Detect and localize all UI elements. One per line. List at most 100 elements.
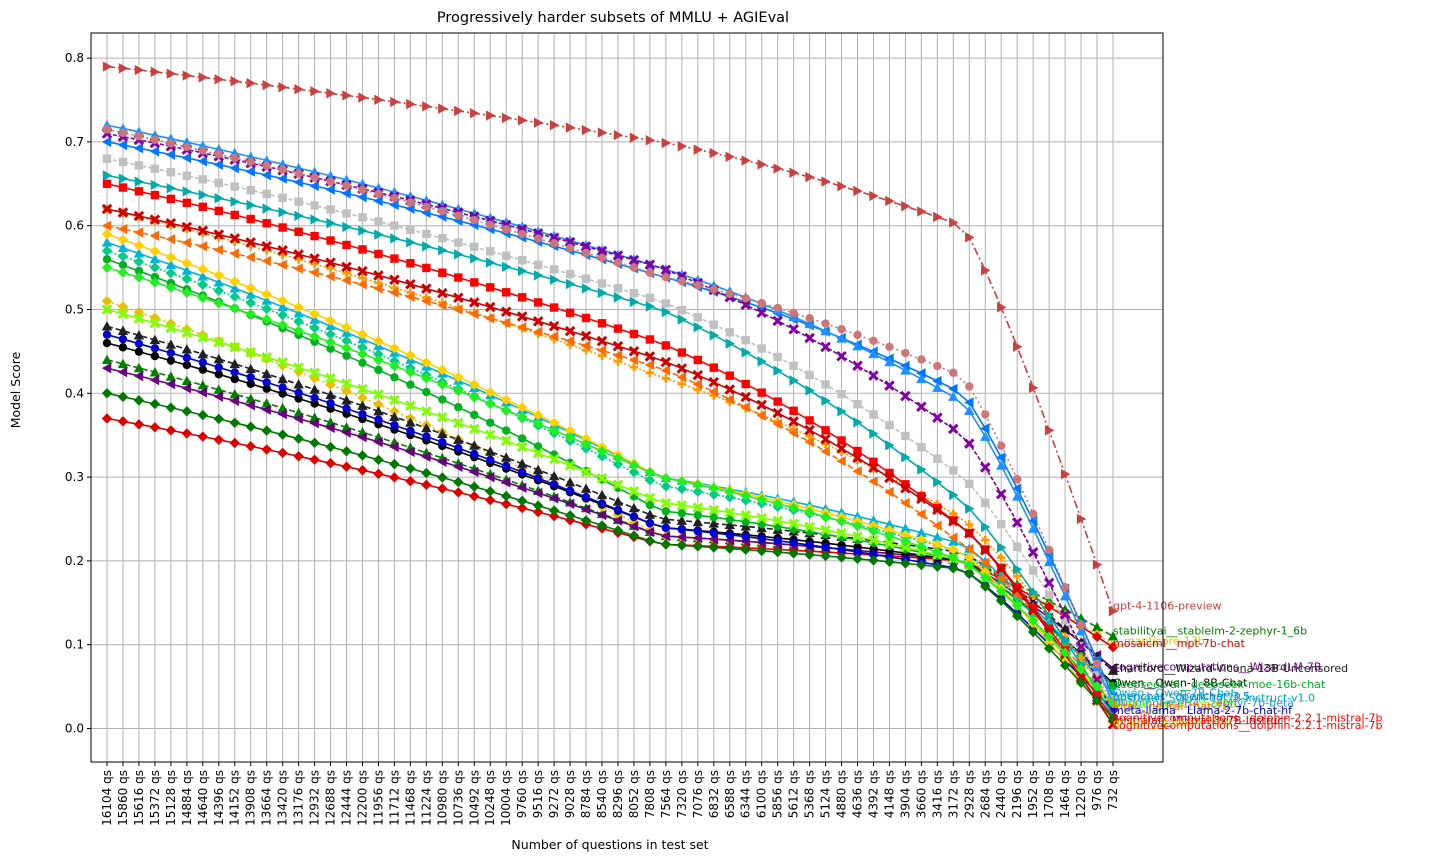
data-point [373, 283, 383, 294]
data-point [246, 199, 256, 211]
data-point [469, 481, 480, 492]
data-point [1011, 610, 1023, 622]
y-tick-label: 0.7 [65, 135, 84, 149]
data-point [581, 248, 591, 258]
data-point [693, 281, 703, 290]
data-point [516, 482, 527, 493]
data-point [501, 452, 512, 462]
data-point [502, 112, 512, 124]
data-point [390, 96, 400, 108]
data-point [390, 233, 400, 244]
data-point [149, 277, 161, 288]
data-point [741, 155, 751, 166]
data-point [645, 368, 655, 377]
data-point [166, 356, 176, 365]
data-point [470, 278, 479, 287]
data-point [725, 515, 734, 524]
series-end-label: Qwen__Qwen-7B-Chat [1113, 686, 1236, 699]
data-point [597, 499, 607, 508]
data-point [677, 314, 688, 325]
data-point [995, 488, 1007, 500]
data-point [596, 520, 608, 531]
data-point [454, 273, 463, 282]
data-point [916, 527, 927, 537]
data-point [708, 542, 719, 553]
data-point [501, 490, 512, 502]
data-point [676, 483, 688, 495]
data-point [374, 94, 384, 105]
data-point [980, 431, 991, 441]
data-point [406, 98, 416, 110]
data-point [548, 493, 559, 504]
data-point [1059, 590, 1071, 601]
x-tick-label: 4880 qs [835, 770, 849, 818]
x-tick-label: 9272 qs [547, 770, 561, 818]
data-point [1028, 509, 1038, 519]
data-point [149, 334, 161, 345]
data-point [165, 149, 176, 160]
data-point [1044, 425, 1055, 436]
data-point [373, 349, 384, 360]
data-point [293, 433, 304, 444]
data-point [1059, 609, 1071, 620]
data-point [885, 440, 895, 451]
data-point [437, 364, 448, 375]
data-point [900, 523, 911, 533]
data-point [309, 308, 320, 320]
data-point [326, 205, 335, 214]
data-point [773, 365, 783, 376]
data-point [596, 245, 608, 257]
data-point [661, 523, 671, 533]
data-point [965, 382, 974, 391]
data-point [693, 511, 703, 520]
data-point [965, 479, 974, 489]
data-point [117, 325, 129, 335]
data-point [885, 195, 895, 207]
data-point [373, 468, 384, 480]
data-point [118, 173, 129, 184]
data-point [868, 515, 879, 525]
data-point [1091, 680, 1103, 692]
data-point [357, 329, 368, 340]
data-point [245, 282, 256, 294]
x-tick-label: 14640 qs [196, 770, 210, 826]
x-tick-label: 3172 qs [946, 770, 960, 818]
data-point [181, 273, 193, 285]
x-tick-label: 12200 qs [355, 770, 369, 826]
data-point [948, 383, 958, 395]
data-point [262, 203, 272, 214]
data-point [532, 418, 544, 429]
data-point [213, 244, 223, 256]
data-point [405, 350, 416, 361]
data-point [1075, 664, 1087, 675]
data-point [548, 454, 560, 465]
data-point [804, 507, 815, 518]
data-point [166, 168, 176, 177]
data-point [261, 241, 272, 252]
data-point [374, 278, 383, 288]
data-point [342, 209, 351, 218]
data-point [325, 372, 336, 384]
x-tick-label: 2440 qs [994, 770, 1008, 818]
y-tick-label: 0.4 [65, 386, 84, 400]
data-point [869, 457, 878, 466]
data-point [134, 187, 144, 196]
data-point [580, 438, 592, 450]
data-point [629, 512, 639, 521]
data-point [725, 289, 734, 298]
data-point [213, 353, 224, 364]
data-point [502, 461, 511, 471]
data-point [741, 517, 750, 526]
data-point [677, 306, 687, 315]
x-tick-label: 11468 qs [403, 770, 417, 826]
data-point [230, 182, 239, 191]
series-end-label: deepseek-ai__deepseek-moe-16b-chat [1113, 678, 1326, 691]
data-point [245, 421, 256, 432]
data-point [213, 384, 224, 394]
data-point [261, 368, 272, 379]
data-point [612, 350, 623, 361]
data-point [325, 422, 335, 434]
data-point [1075, 677, 1087, 688]
series-line [106, 266, 1114, 704]
data-point [708, 489, 719, 500]
